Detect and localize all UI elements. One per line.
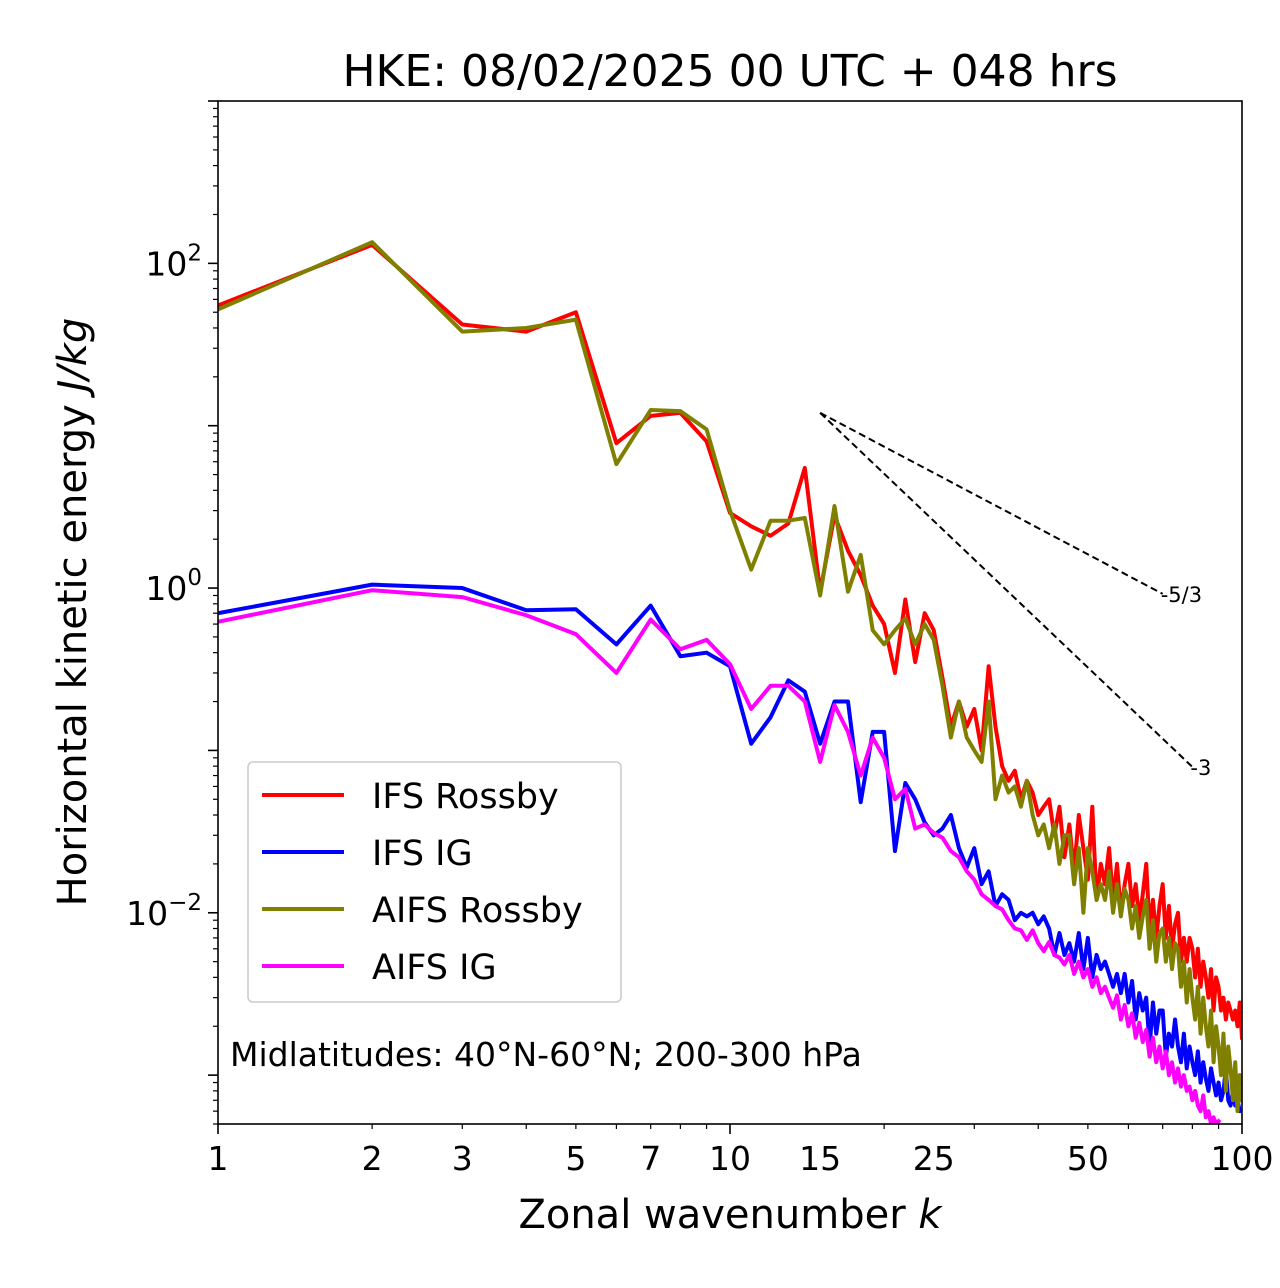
series-layer [218,240,1242,1124]
legend-entry-aifs-rossby: AIFS Rossby [262,891,583,931]
y-tick-label: 10−2 [126,890,202,933]
x-axis-ticks: 1 2 3 5 7 10 15 25 50 100 [208,1124,1274,1178]
legend-label: AIFS Rossby [372,891,583,931]
series-line-ifs-rossby [218,242,1242,1040]
y-axis-label: Horizontal kinetic energy J/kg [50,318,96,907]
slope-label-3: -3 [1190,756,1211,780]
legend-label: IFS IG [372,834,473,874]
x-tick-label: 100 [1211,1139,1274,1178]
axis-symbol: k [918,1192,943,1238]
legend-label: AIFS IG [372,948,497,988]
slope-line-3 [819,412,1194,768]
x-tick-label: 25 [913,1139,955,1178]
y-tick-label: 100 [145,565,202,608]
x-tick-label: 3 [452,1139,473,1178]
y-tick-label: 102 [145,240,202,283]
legend-label: IFS Rossby [372,777,559,817]
x-tick-label: 2 [362,1139,383,1178]
x-axis-label-text: Zonal wavenumber [518,1192,918,1238]
region-annotation: Midlatitudes: 40°N-60°N; 200-300 hPa [230,1035,862,1074]
legend-entry-ifs-ig: IFS IG [262,834,473,874]
x-tick-label: 50 [1067,1139,1109,1178]
y-axis-label-text: Horizontal kinetic energy [50,392,96,907]
x-tick-label: 1 [208,1139,229,1178]
series-line-aifs-ig [218,588,1222,1124]
x-tick-label: 5 [565,1139,586,1178]
slope-label-5-3: -5/3 [1161,583,1202,607]
y-axis-ticks: 10−2 100 102 [126,100,218,1125]
reference-lines: -5/3 -3 [819,411,1211,780]
chart-title: HKE: 08/02/2025 00 UTC + 048 hrs [342,46,1117,97]
legend-frame [247,761,622,1003]
x-axis-label: Zonal wavenumber k [518,1192,943,1238]
legend-entry-ifs-rossby: IFS Rossby [262,777,559,817]
axis-symbol: J/kg [50,318,96,399]
legend: IFS Rossby IFS IG AIFS Rossby AIFS IG [247,761,622,1003]
series-line-aifs-rossby [218,240,1242,1114]
x-tick-label: 7 [640,1139,661,1178]
legend-entry-aifs-ig: AIFS IG [262,948,497,988]
x-tick-label: 10 [709,1139,751,1178]
x-tick-label: 15 [799,1139,841,1178]
slope-line-5-3 [819,411,1164,595]
